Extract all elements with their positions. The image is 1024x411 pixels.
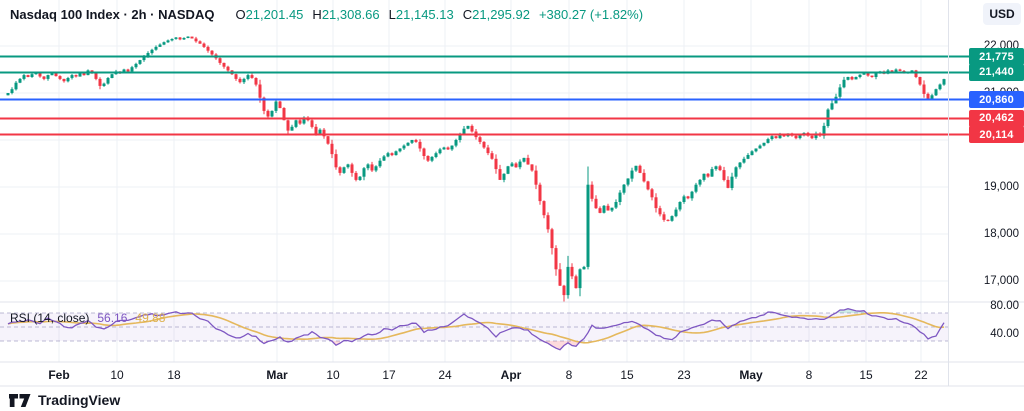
price-tick-label: 18,000 bbox=[983, 228, 1019, 240]
time-tick-label: 22 bbox=[914, 368, 928, 382]
price-tick-label: 19,000 bbox=[983, 181, 1019, 193]
tradingview-attribution[interactable]: TradingView bbox=[8, 392, 120, 408]
time-tick-label: May bbox=[739, 368, 763, 382]
candle-bodies-layer bbox=[6, 36, 946, 296]
time-tick-label: Mar bbox=[266, 368, 288, 382]
price-axis[interactable]: 22,00021,00019,00018,00017,00080.0040.00… bbox=[948, 0, 1024, 386]
tradingview-logo-icon bbox=[9, 393, 31, 407]
symbol-title[interactable]: Nasdaq 100 Index · 2h · NASDAQ bbox=[10, 7, 215, 22]
time-tick-label: 15 bbox=[859, 368, 873, 382]
chart-legend[interactable]: Nasdaq 100 Index · 2h · NASDAQ O21,201.45… bbox=[10, 7, 643, 22]
time-tick-label: 15 bbox=[620, 368, 634, 382]
rsi-line bbox=[7, 308, 945, 351]
price-level-badge: 21,775 bbox=[969, 48, 1024, 66]
time-tick-label: Feb bbox=[48, 368, 70, 382]
rsi-tick-label: 80.00 bbox=[990, 300, 1019, 312]
time-tick-label: Apr bbox=[500, 368, 522, 382]
time-tick-label: 10 bbox=[110, 368, 124, 382]
time-tick-label: 18 bbox=[167, 368, 181, 382]
time-tick-label: 17 bbox=[382, 368, 396, 382]
rsi-value: 56.16 bbox=[97, 311, 128, 325]
low-label: L bbox=[388, 7, 396, 22]
price-level-badge: 20,462 bbox=[969, 109, 1024, 127]
open-value: 21,201.45 bbox=[245, 7, 304, 22]
time-tick-label: 23 bbox=[677, 368, 691, 382]
change-value: +380.27 (+1.82%) bbox=[538, 7, 644, 22]
low-value: 21,145.13 bbox=[395, 7, 454, 22]
rsi-legend[interactable]: RSI (14, close) 56.16 49.88 bbox=[10, 311, 165, 325]
rsi-ma-value: 49.88 bbox=[135, 311, 166, 325]
tradingview-logo-text: TradingView bbox=[38, 392, 121, 408]
price-level-badge: 21,440 bbox=[969, 63, 1024, 81]
rsi-title: RSI (14, close) bbox=[10, 311, 90, 325]
open-label: O bbox=[235, 7, 246, 22]
close-label: C bbox=[462, 7, 473, 22]
candle-wicks-layer bbox=[7, 36, 945, 302]
time-tick-label: 8 bbox=[805, 368, 813, 382]
currency-toggle-button[interactable]: USD bbox=[983, 3, 1021, 25]
high-label: H bbox=[312, 7, 322, 22]
high-value: 21,308.66 bbox=[321, 7, 380, 22]
rsi-tick-label: 40.00 bbox=[990, 328, 1019, 340]
time-tick-label: 8 bbox=[565, 368, 573, 382]
close-value: 21,295.92 bbox=[472, 7, 530, 22]
time-tick-label: 24 bbox=[438, 368, 452, 382]
price-tick-label: 17,000 bbox=[983, 275, 1019, 287]
time-tick-label: 10 bbox=[326, 368, 340, 382]
price-level-badge: 20,114 bbox=[969, 126, 1024, 144]
price-level-badge: 20,860 bbox=[969, 91, 1024, 109]
